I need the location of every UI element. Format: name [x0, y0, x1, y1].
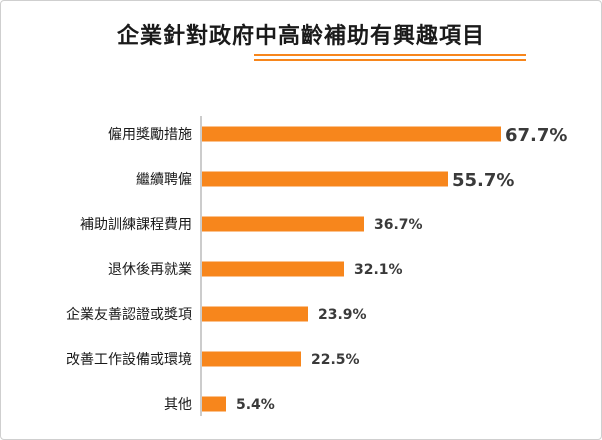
category-label: 補助訓練課程費用	[80, 217, 192, 233]
title-underline-top	[254, 54, 526, 56]
bar	[202, 216, 364, 232]
bar	[202, 261, 344, 277]
category-label: 企業友善認證或獎項	[66, 306, 192, 323]
category-label: 僱用獎勵措施	[108, 127, 192, 143]
category-label: 繼續聘僱	[136, 172, 192, 188]
bar	[202, 396, 226, 412]
value-label: 36.7%	[374, 217, 423, 233]
category-label: 其他	[164, 397, 192, 413]
bar	[202, 351, 301, 367]
value-label: 67.7%	[505, 125, 567, 146]
chart-title: 企業針對政府中高齡補助有興趣項目	[116, 24, 485, 49]
value-label: 5.4%	[236, 397, 275, 413]
category-label: 改善工作設備或環境	[66, 352, 192, 368]
title-underline-bottom	[254, 59, 526, 61]
bar	[202, 171, 448, 187]
value-label: 55.7%	[452, 170, 514, 191]
value-label: 32.1%	[354, 262, 403, 278]
value-label: 22.5%	[311, 352, 360, 368]
bar	[202, 306, 308, 322]
bar	[202, 126, 501, 142]
category-label: 退休後再就業	[108, 262, 192, 278]
value-label: 23.9%	[318, 307, 367, 323]
